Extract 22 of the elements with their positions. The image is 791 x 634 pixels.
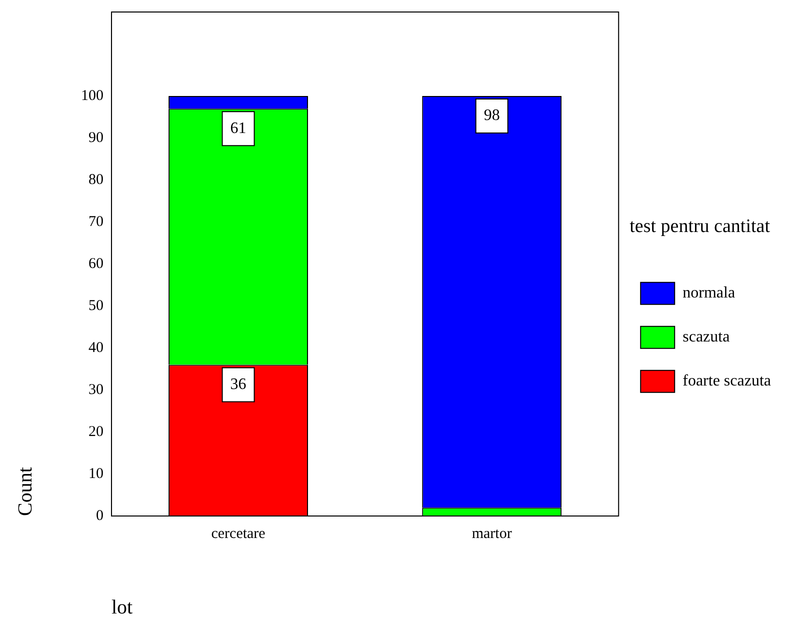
legend-label: scazuta	[682, 328, 730, 346]
y-tick-label: 0	[96, 508, 104, 524]
data-label: 61	[230, 120, 246, 137]
y-tick-label: 40	[88, 340, 104, 356]
y-tick-label: 80	[88, 172, 104, 188]
y-tick-label: 70	[88, 214, 104, 230]
x-tick-label: martor	[472, 526, 512, 542]
y-tick-label: 50	[88, 298, 104, 314]
y-tick-label: 100	[81, 88, 104, 104]
legend-label: normala	[682, 284, 736, 302]
y-tick-label: 10	[88, 466, 104, 482]
y-tick-label: 60	[88, 256, 104, 272]
y-axis-title: Count	[14, 466, 36, 516]
legend-title: test pentru cantitat	[630, 216, 771, 238]
y-tick-label: 20	[88, 424, 104, 440]
data-label: 98	[484, 107, 500, 124]
y-tick-label: 30	[88, 382, 104, 398]
x-axis-title: lot	[112, 596, 134, 618]
data-label: 36	[230, 376, 246, 394]
x-tick-label: cercetare	[211, 526, 266, 542]
y-tick-label: 90	[88, 130, 104, 146]
legend-label: foarte scazuta	[682, 372, 772, 390]
